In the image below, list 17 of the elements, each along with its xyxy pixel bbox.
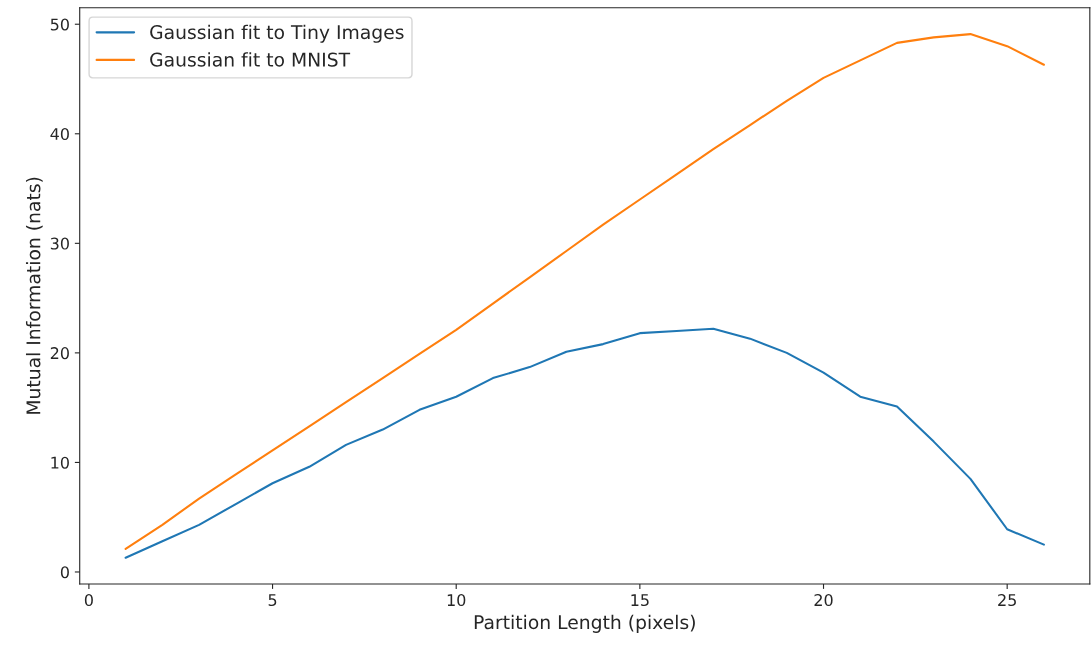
y-tick-label: 0 [60, 566, 69, 579]
y-tick-label: 40 [50, 127, 69, 141]
x-tick-label: 10 [447, 594, 466, 607]
x-tick-label: 0 [84, 594, 93, 607]
x-tick-label: 5 [268, 594, 277, 607]
x-tick-label: 25 [998, 594, 1016, 607]
line-series [124, 327, 1045, 559]
y-tick-label: 50 [50, 18, 69, 31]
x-axis-title: Partition Length (pixels) [474, 614, 695, 633]
y-tick-label: 30 [50, 237, 69, 250]
legend-label: Gaussian fit to MNIST [150, 52, 351, 67]
x-tick-label: 20 [814, 594, 833, 607]
y-tick-label: 10 [51, 456, 69, 469]
y-tick-label: 20 [50, 347, 69, 360]
x-tick-label: 15 [631, 594, 649, 607]
legend-label: Gaussian fit to Tiny Images [150, 24, 404, 43]
y-axis-title: Mutual Information (nats) [25, 177, 43, 414]
